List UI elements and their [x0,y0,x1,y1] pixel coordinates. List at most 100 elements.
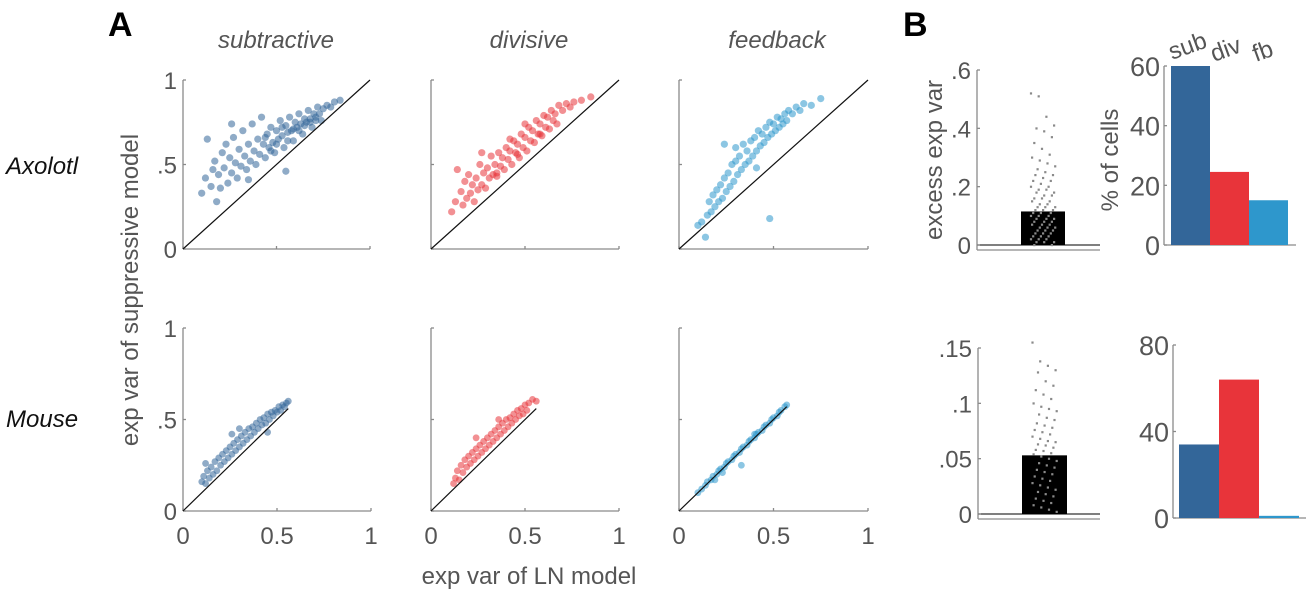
jitter-point [1044,380,1047,383]
jitter-point [1036,490,1040,494]
jitter-point [1050,220,1053,223]
jitter-point [1042,499,1045,502]
jitter-point [1034,209,1037,212]
jitter-point [1046,226,1049,229]
scatter-point [246,157,254,165]
jitter-point [1032,402,1035,405]
scatter-point [451,198,460,206]
scatter-point [228,430,236,438]
scatter-point [807,101,815,109]
scatter-point [213,467,221,475]
jitter-point [1043,194,1046,197]
scatter-point [229,133,238,142]
jitter-point [1051,174,1055,177]
scatter-point [476,160,484,169]
jitter-point [1054,165,1057,168]
scatter-point [500,165,508,174]
scatter-point [202,460,209,467]
jitter-point [1033,197,1036,200]
jitter-point [1029,92,1033,95]
bar-sub [1171,66,1210,245]
y-tick-label: 0 [959,502,972,529]
y-tick-label: .1 [952,391,972,418]
scatter-point [450,480,457,487]
scatter-point [536,130,544,138]
y-tick-label: 40 [1130,112,1160,142]
category-label-fb: fb [1249,35,1277,67]
x-tick-label: 0 [176,523,189,550]
scatter-point [261,154,269,162]
jitter-point [1034,389,1037,392]
jitter-point [1043,220,1046,223]
scatter-point [207,182,215,191]
jitter-point [1054,441,1057,444]
jitter-point [1047,235,1050,238]
scatter-panel-axolotl-divisive [430,79,620,250]
scatter-point [737,461,745,469]
scatter-point [506,147,514,155]
jitter-point [1040,455,1043,458]
jitter-point [1041,477,1044,480]
scatter-point [733,171,742,179]
scatter-point [278,132,286,140]
scatter-point [211,157,219,165]
scatter-point [739,140,747,148]
jitter-point [1035,217,1038,220]
scatter-point [213,198,221,206]
jitter-point [1038,226,1041,229]
scatter-point [231,159,239,167]
jitter-point [1049,479,1052,482]
scatter-point [745,157,753,165]
scatter-point [720,174,728,182]
percent-panel-axolotl-percent [1163,65,1296,246]
scatter-point [256,150,264,158]
scatter-point [300,122,309,130]
jitter-point [1048,153,1051,156]
jitter-point [1039,484,1042,487]
jitter-point [1051,426,1054,429]
jitter-point [1034,174,1037,177]
plots-layer: 0.510.510 0.5 1 0 0.5 1 0 0.5 10.2.4.60.05.1.150… [157,52,1306,550]
scatter-point [327,103,335,111]
scatter-point [244,176,253,184]
scatter-point [468,181,476,189]
jitter-point [1055,510,1058,513]
scatter-point [203,135,211,143]
jitter-point [1053,466,1056,469]
scatter-point [207,463,215,471]
scatter-point [282,167,290,175]
x-tick-label: 1 [612,523,625,550]
jitter-point [1055,459,1058,463]
scatter-point [726,182,734,191]
x-tick-label: 1 [364,523,377,550]
y-tick-label: 80 [1139,331,1169,361]
jitter-point [1053,217,1056,220]
x-tick-label: 0.5 [757,523,790,550]
jitter-point [1048,200,1051,203]
bar-sub [1179,444,1219,518]
y-tick-label: 0 [164,499,177,526]
scatter-point [295,110,303,118]
scatter-point [216,184,224,192]
bar-div [1210,171,1249,245]
y-axis-label-a: exp var of suppressive model [117,134,144,446]
scatter-point [481,184,490,192]
jitter-point [1033,141,1036,145]
jitter-point [1045,115,1048,118]
jitter-point [1038,159,1041,162]
jitter-point [1035,241,1038,244]
jitter-point [1035,422,1038,425]
scatter-point [267,147,275,155]
jitter-point [1032,235,1035,238]
y-tick-label: .6 [951,58,971,85]
panel-letter-b: B [903,6,928,44]
jitter-point [1034,497,1037,500]
scatter-point [483,164,491,172]
jitter-point [1042,232,1045,235]
scatter-point [709,191,717,199]
scatter-point [200,472,208,480]
x-tick-label: 0 [672,523,685,550]
scatter-point [737,165,745,174]
scatter-point [248,120,256,128]
